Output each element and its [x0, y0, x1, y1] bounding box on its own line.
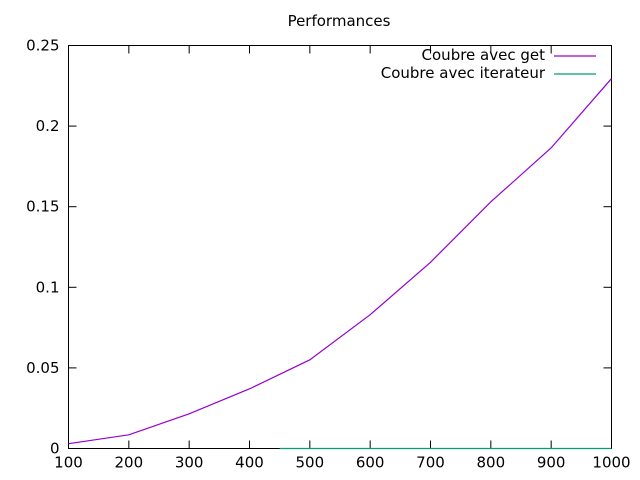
legend-label: Coubre avec get [422, 46, 546, 64]
plot-frame [68, 45, 612, 449]
series-layer [68, 78, 612, 450]
x-tick-label: 800 [477, 454, 506, 472]
x-tick-label: 400 [235, 454, 264, 472]
x-tick-label: 500 [296, 454, 325, 472]
y-tick-label: 0.05 [26, 359, 59, 377]
x-tick-label: 1000 [592, 454, 630, 472]
y-axis: 0 0.05 0.1 0.15 0.2 0.25 [26, 37, 612, 458]
x-tick-label: 600 [356, 454, 385, 472]
x-tick-label: 700 [416, 454, 445, 472]
legend-label: Coubre avec iterateur [381, 64, 546, 82]
y-tick-label: 0.1 [36, 278, 60, 296]
series-line-1 [68, 78, 612, 445]
y-tick-label: 0.25 [26, 37, 59, 55]
chart-title: Performances [288, 12, 391, 30]
x-tick-label: 200 [115, 454, 144, 472]
x-tick-label: 900 [537, 454, 566, 472]
x-axis: 100 200 300 400 500 600 700 800 900 1000 [54, 45, 631, 472]
x-tick-label: 300 [175, 454, 204, 472]
y-tick-label: 0.2 [36, 117, 60, 135]
y-tick-label: 0 [50, 440, 60, 458]
x-tick-label: 100 [54, 454, 83, 472]
y-tick-label: 0.15 [26, 198, 59, 216]
